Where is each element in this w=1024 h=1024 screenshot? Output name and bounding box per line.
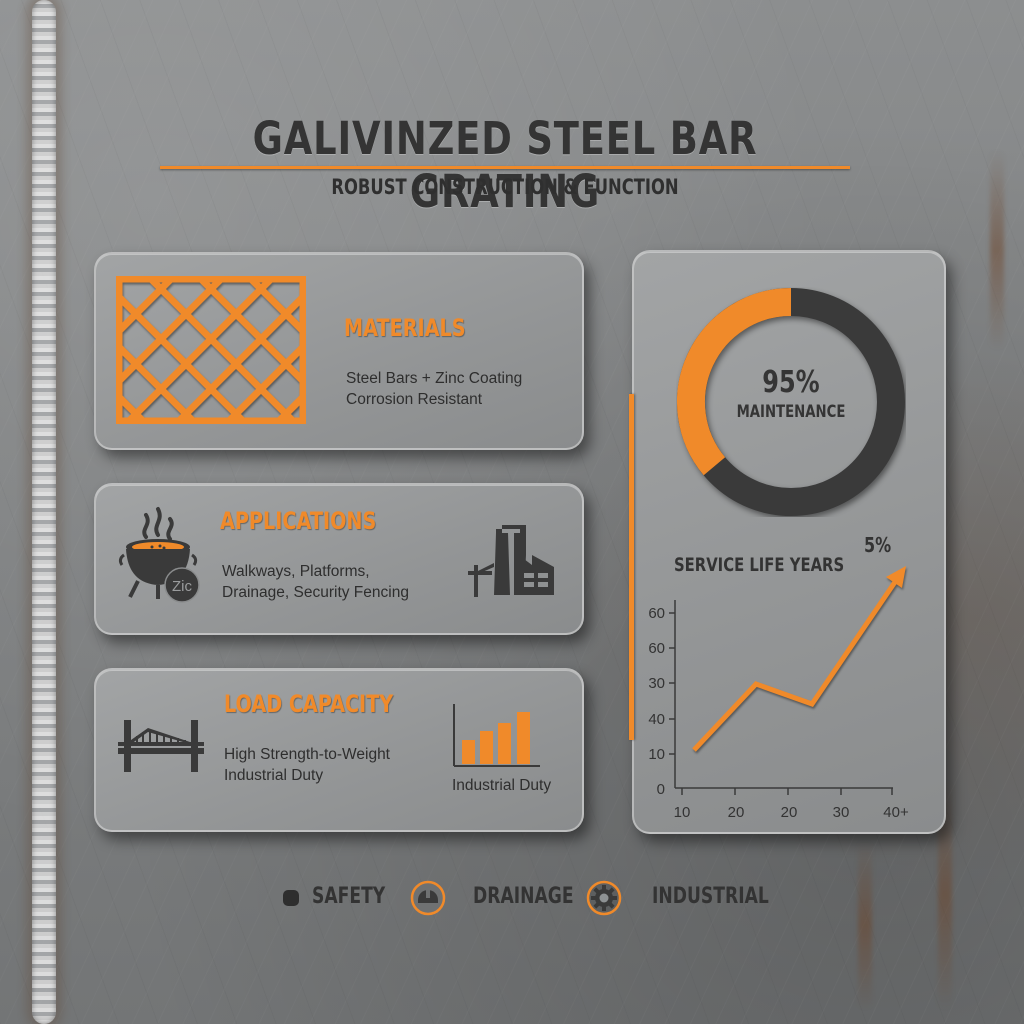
factory-icon — [468, 525, 554, 597]
page-subtitle: ROBUST CONSTRUCTION & FUNCTION — [331, 175, 679, 199]
donut-orange-segment — [677, 288, 792, 476]
accent-bar — [629, 394, 634, 740]
legend-industrial: INDUSTRIAL — [652, 884, 769, 909]
materials-line-1: Steel Bars + Zinc Coating — [346, 370, 523, 387]
applications-card: Zic APPLICATIONS Walkways, Platforms, Dr… — [94, 483, 584, 635]
svg-text:40+: 40+ — [883, 804, 909, 821]
load-capacity-description: High Strength-to-Weight Industrial Duty — [224, 744, 390, 786]
page-title: GALIVINZED STEEL BAR GRATING — [252, 112, 758, 218]
materials-heading: MATERIALS — [344, 314, 466, 342]
chart-annotation: 5% — [864, 533, 892, 557]
legend: SAFETY DRAINAGE INDUSTRIAL — [0, 878, 1024, 918]
industrial-duty-caption: Industrial Duty — [452, 777, 552, 794]
materials-description: Steel Bars + Zinc Coating Corrosion Resi… — [346, 368, 522, 410]
svg-text:0: 0 — [657, 781, 665, 798]
svg-text:30: 30 — [833, 804, 850, 821]
rust-stain — [990, 150, 1004, 350]
svg-text:40: 40 — [648, 711, 665, 728]
hard-hat-icon — [410, 880, 446, 916]
applications-heading: APPLICATIONS — [220, 507, 377, 535]
svg-text:20: 20 — [728, 804, 745, 821]
dot-icon — [283, 890, 299, 906]
load-capacity-card: LOAD CAPACITY High Strength-to-Weight In… — [94, 668, 584, 832]
donut-ring — [677, 288, 905, 516]
rust-stain — [938, 780, 952, 1010]
donut-label: MAINTENANCE — [736, 402, 846, 422]
legend-safety: SAFETY — [312, 884, 386, 909]
grating-mesh-icon — [116, 276, 306, 424]
y-axis-labels: 60 60 30 40 10 0 — [648, 605, 665, 798]
weld-seam — [32, 0, 56, 1024]
x-axis-labels: 10 20 20 30 40+ — [674, 804, 909, 821]
title-underline — [160, 166, 850, 169]
applications-description: Walkways, Platforms, Drainage, Security … — [222, 561, 409, 603]
donut-center-label: 95% MAINTENANCE — [676, 365, 906, 422]
materials-line-2: Corrosion Resistant — [346, 391, 483, 408]
line-chart-title: SERVICE LIFE YEARS — [674, 554, 845, 576]
load-capacity-heading: LOAD CAPACITY — [224, 690, 394, 718]
materials-card: MATERIALS Steel Bars + Zinc Coating Corr… — [94, 252, 584, 450]
zinc-badge-text: Zic — [172, 578, 192, 595]
line-series — [692, 566, 906, 752]
load-capacity-line-2: Industrial Duty — [224, 767, 324, 784]
zinc-cauldron-icon: Zic — [118, 507, 200, 603]
arrow-head-icon — [886, 566, 906, 588]
maintenance-donut-chart: 95% MAINTENANCE — [676, 287, 906, 517]
service-life-line-chart: 60 60 30 40 10 0 10 20 20 30 40+ — [648, 566, 909, 821]
chart-axes — [669, 600, 893, 795]
svg-text:10: 10 — [674, 804, 691, 821]
svg-text:60: 60 — [648, 605, 665, 622]
bar-chart-icon — [453, 704, 540, 767]
gear-icon — [586, 880, 622, 916]
bridge-icon — [118, 720, 204, 772]
svg-text:10: 10 — [648, 746, 665, 763]
donut-value: 95% — [762, 365, 820, 400]
rust-stain — [858, 840, 872, 1010]
applications-line-2: Drainage, Security Fencing — [222, 584, 409, 601]
svg-text:30: 30 — [648, 675, 665, 692]
legend-drainage: DRAINAGE — [473, 884, 574, 909]
load-capacity-line-1: High Strength-to-Weight — [224, 746, 390, 763]
svg-text:60: 60 — [648, 640, 665, 657]
applications-line-1: Walkways, Platforms, — [222, 563, 370, 580]
svg-text:20: 20 — [781, 804, 798, 821]
